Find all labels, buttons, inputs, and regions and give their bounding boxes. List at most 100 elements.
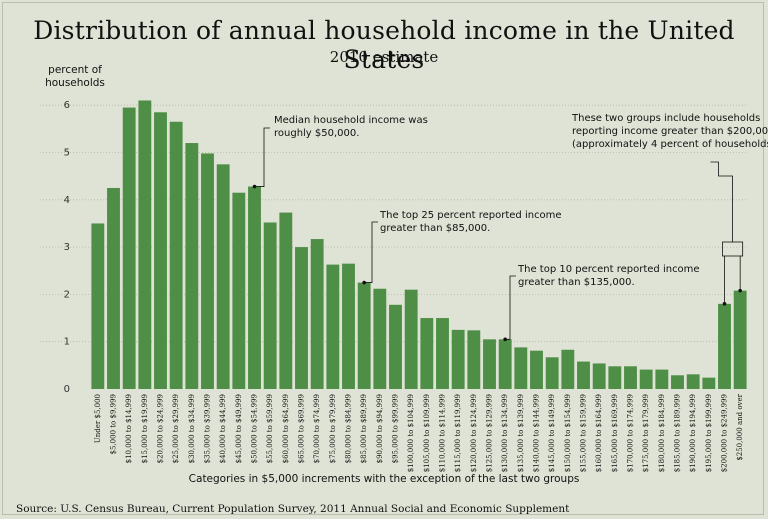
x-tick-label: $115,000 to $119,999 [454, 394, 462, 472]
x-tick-label: $130,000 to $134,999 [501, 394, 509, 472]
x-tick-label: $160,000 to $164,999 [595, 394, 603, 472]
bar [718, 303, 731, 389]
bar [561, 349, 575, 389]
x-tick-label: $45,000 to $49,999 [235, 394, 243, 463]
y-tick-label: 1 [64, 337, 70, 348]
bar [232, 192, 246, 389]
bar [608, 366, 622, 389]
annotation-text: reporting income greater than $200,000 [572, 126, 768, 137]
x-tick-label: $60,000 to $64,999 [282, 394, 290, 463]
y-axis-label-line1: percent of [48, 64, 102, 76]
x-tick-label: $80,000 to $84,999 [345, 394, 353, 463]
bar [624, 366, 637, 389]
annotation-marker [252, 184, 257, 189]
bar [733, 290, 747, 389]
y-tick-label: 6 [64, 100, 70, 111]
x-tick-label: $145,000 to $149,999 [548, 394, 556, 472]
x-tick-label: $55,000 to $59,999 [266, 394, 274, 463]
y-tick-label: 3 [64, 242, 70, 253]
x-tick-label: $50,000 to $54,999 [251, 394, 259, 463]
bar [263, 222, 277, 389]
x-tick-label: $65,000 to $69,999 [298, 394, 306, 463]
annotation-leader [364, 221, 378, 283]
x-tick-label: $70,000 to $74,999 [313, 394, 321, 463]
bar [686, 374, 700, 389]
x-tick-label: $20,000 to $24,999 [157, 394, 165, 463]
bar [326, 264, 340, 389]
x-axis-title: Categories in $5,000 increments with the… [189, 473, 580, 485]
x-tick-label: $170,000 to $174,999 [627, 394, 635, 472]
bar [279, 212, 293, 389]
x-tick-label: $30,000 to $34,999 [188, 394, 196, 463]
bar [577, 361, 590, 389]
y-tick-label: 4 [64, 195, 70, 206]
x-tick-label: $140,000 to $144,999 [533, 394, 541, 472]
annotation-marker [362, 280, 366, 285]
annotation-marker [738, 288, 742, 293]
bar [592, 363, 606, 389]
bar [373, 288, 387, 389]
x-tick-label: $155,000 to $159,999 [580, 394, 588, 472]
annotation-box [722, 241, 744, 257]
bar [467, 330, 481, 389]
x-tick-label: $25,000 to $29,999 [172, 394, 180, 463]
x-tick-label: $35,000 to $39,999 [204, 394, 212, 463]
x-tick-label: $190,000 to $194,999 [689, 394, 697, 472]
bar [169, 121, 183, 389]
annotation-text: roughly $50,000. [274, 128, 359, 139]
x-tick-label: $110,000 to $114,999 [439, 394, 447, 472]
bar [702, 377, 716, 389]
y-tick-label: 2 [64, 289, 70, 300]
annotation-marker [503, 337, 507, 342]
annotation-leader [254, 127, 270, 187]
x-tick-label: $75,000 to $79,999 [329, 394, 337, 463]
x-tick-label: $90,000 to $94,999 [376, 394, 384, 463]
bar [639, 369, 653, 389]
y-axis-label-line2: households [45, 77, 105, 89]
chart-subtitle: 2010 estimate [329, 48, 439, 66]
x-tick-label: $120,000 to $124,999 [470, 394, 478, 472]
bar [185, 143, 199, 389]
x-tick-label: $5,000 to $9,999 [110, 394, 118, 454]
x-tick-label: $165,000 to $169,999 [611, 394, 619, 472]
x-tick-label: $15,000 to $19,999 [141, 394, 149, 463]
y-tick-label: 0 [64, 384, 70, 395]
x-tick-label: $175,000 to $179,999 [642, 394, 650, 472]
chart-title: Distribution of annual household income … [33, 16, 735, 74]
bar [342, 263, 355, 389]
source-note: Source: U.S. Census Bureau, Current Popu… [16, 503, 570, 515]
bar [483, 339, 496, 389]
x-tick-label: $195,000 to $199,999 [705, 394, 713, 472]
bar [436, 318, 449, 389]
x-tick-label: $95,000 to $99,999 [392, 394, 400, 463]
x-tick-label: $105,000 to $109,999 [423, 394, 431, 472]
bar [545, 357, 559, 389]
bar [671, 375, 684, 389]
bar [107, 187, 120, 389]
annotation-text: The top 10 percent reported income [517, 264, 700, 275]
x-tick-label: $85,000 to $89,999 [360, 394, 368, 463]
annotation-marker [722, 302, 727, 306]
bar [498, 339, 512, 389]
x-tick-label: $125,000 to $129,999 [486, 394, 494, 472]
x-tick-label: Under $5,000 [94, 394, 102, 443]
y-tick-label: 5 [64, 148, 70, 159]
bar [138, 100, 152, 389]
x-tick-label: $150,000 to $154,999 [564, 394, 572, 472]
annotation-text: These two groups include households [571, 113, 760, 124]
x-tick-label: $180,000 to $184,999 [658, 394, 666, 472]
x-tick-label: $100,000 to $104,999 [407, 394, 415, 472]
bar [295, 247, 308, 389]
x-tick-label: $250,000 and over [736, 393, 744, 460]
bar [216, 164, 230, 389]
bar [451, 329, 465, 389]
bar [357, 282, 371, 389]
annotation-text: (approximately 4 percent of households). [572, 139, 768, 150]
bar [201, 153, 214, 389]
annotation-text: The top 25 percent reported income [379, 210, 562, 221]
annotation-text: Median household income was [274, 115, 428, 126]
bar [389, 304, 402, 389]
bar [248, 186, 261, 389]
